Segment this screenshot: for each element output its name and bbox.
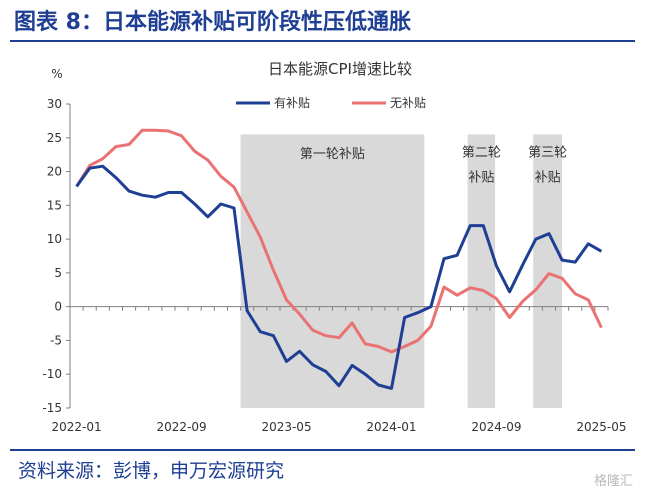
figure-title: 图表 8：日本能源补贴可阶段性压低通胀	[14, 10, 411, 35]
x-tick-label: 2025-05	[576, 420, 626, 434]
y-tick-label: 5	[54, 266, 62, 280]
title-rule	[10, 40, 635, 42]
y-tick-label: -10	[42, 367, 62, 381]
x-tick-label: 2022-01	[51, 420, 101, 434]
series-lines	[75, 128, 603, 390]
chart-axes: -15 -10 -5 0 5 10 15 20 25 30 2022-01 2022-09 2023-0…	[42, 97, 626, 434]
x-tick-label: 2024-09	[471, 420, 521, 434]
energy-cpi-chart: -15 -10 -5 0 5 10 15 20 25 30 2022-01 2022-09 2023-0…	[42, 60, 626, 434]
band-label-3-line1: 第三轮	[528, 146, 567, 161]
y-axis-label: %	[51, 67, 62, 81]
y-tick-label: 0	[54, 300, 62, 314]
subsidy-band-3	[533, 134, 563, 408]
y-tick-label: 30	[47, 97, 62, 111]
y-tick-label: 25	[47, 131, 62, 145]
chart-title: 日本能源CPI增速比较	[268, 60, 412, 78]
x-tick-label: 2024-01	[366, 420, 416, 434]
subsidy-bands	[240, 134, 563, 408]
y-tick-label: 10	[47, 232, 62, 246]
band-label-1: 第一轮补贴	[300, 147, 365, 162]
legend-label-without-subsidy: 无补贴	[390, 96, 426, 110]
x-tick-label: 2023-05	[261, 420, 311, 434]
y-tick-label: -5	[50, 333, 62, 347]
y-tick-label: 15	[47, 198, 62, 212]
band-label-3-line2: 补贴	[535, 171, 561, 186]
subsidy-band-1	[240, 134, 425, 408]
y-tick-label: 20	[47, 165, 62, 179]
source-text: 资料来源：彭博，申万宏源研究	[18, 460, 285, 482]
legend-label-with-subsidy: 有补贴	[274, 96, 310, 110]
subsidy-band-2	[467, 134, 496, 408]
series-line-without-subsidy	[75, 128, 603, 354]
band-label-2-line1: 第二轮	[462, 146, 501, 161]
watermark: 格隆汇	[593, 474, 633, 489]
band-label-2-line2: 补贴	[468, 171, 494, 186]
y-tick-label: -15	[42, 401, 62, 415]
x-tick-label: 2022-09	[156, 420, 206, 434]
source-rule	[10, 449, 635, 451]
series-line-with-subsidy	[75, 164, 603, 390]
